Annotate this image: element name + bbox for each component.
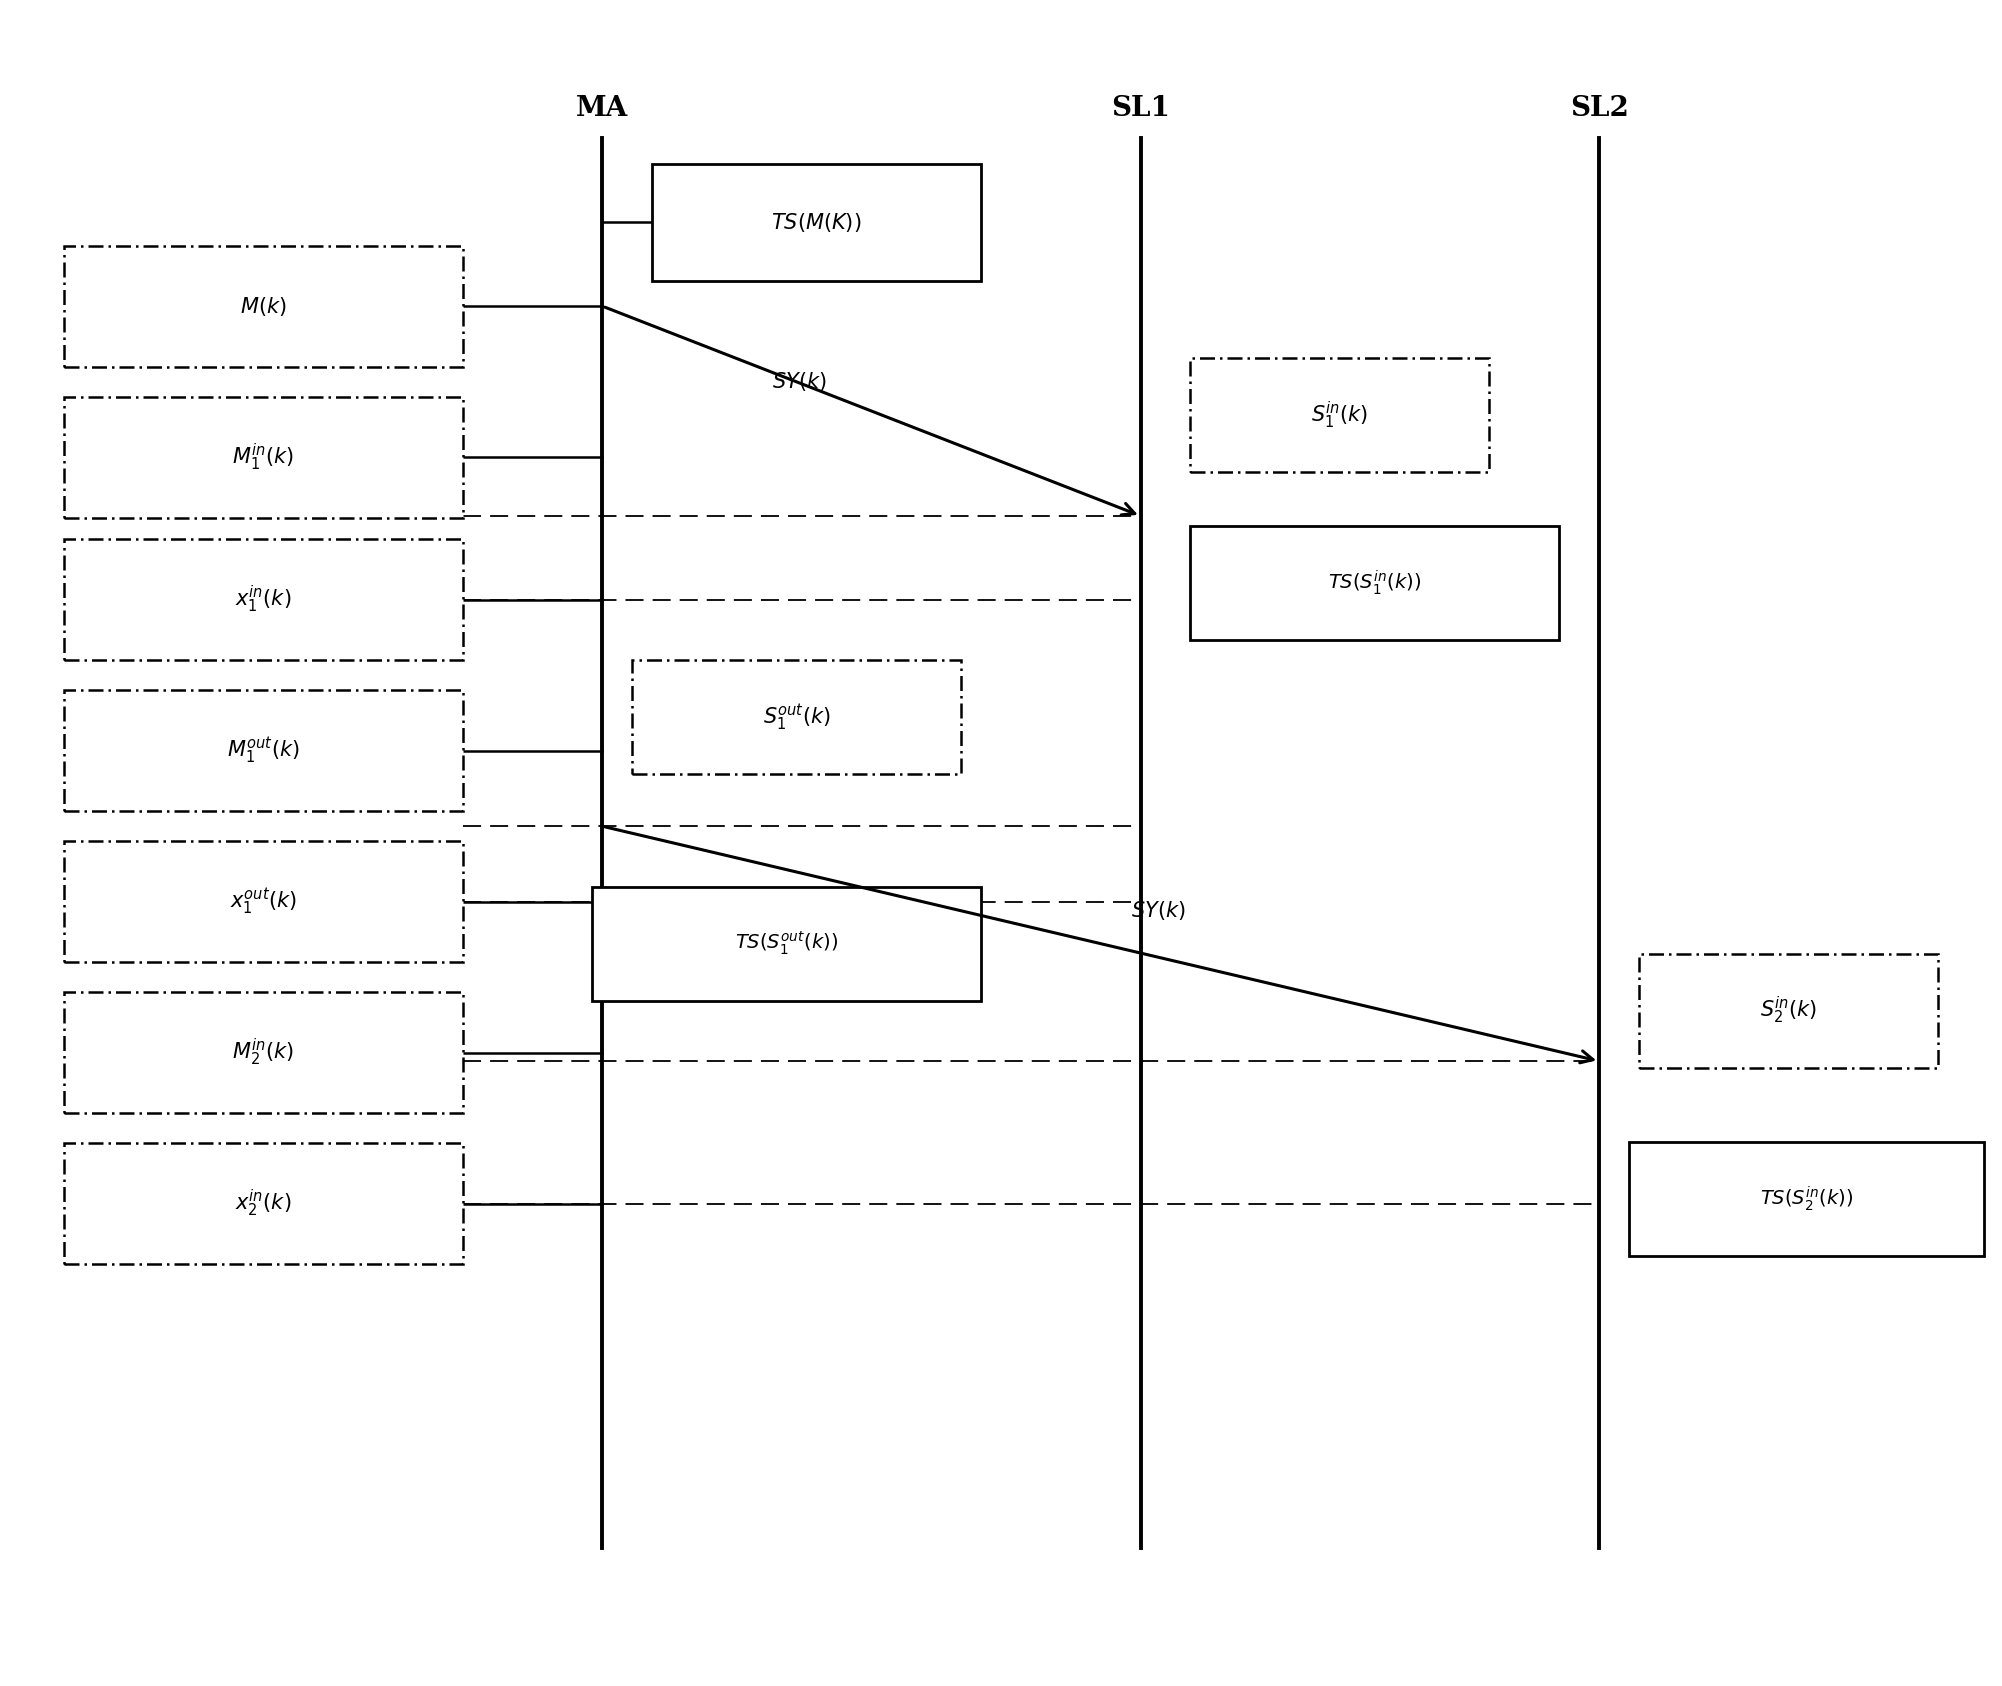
Text: $SY(k)$: $SY(k)$ [1131, 899, 1185, 922]
Bar [64, 1143, 462, 1264]
Text: $M_2^{in}(k)$: $M_2^{in}(k)$ [232, 1037, 294, 1069]
Text: SL2: SL2 [1570, 94, 1628, 121]
Bar [64, 540, 462, 661]
Text: $S_2^{in}(k)$: $S_2^{in}(k)$ [1760, 995, 1818, 1027]
Bar [633, 661, 961, 774]
Text: $TS(S_2^{in}(k))$: $TS(S_2^{in}(k))$ [1760, 1184, 1854, 1212]
Bar [593, 887, 981, 1001]
Text: $TS(S_1^{in}(k))$: $TS(S_1^{in}(k))$ [1327, 568, 1421, 597]
Text: $S_1^{in}(k)$: $S_1^{in}(k)$ [1311, 400, 1369, 432]
Text: $SY(k)$: $SY(k)$ [771, 371, 827, 393]
Text: $M(k)$: $M(k)$ [240, 295, 286, 317]
Text: MA: MA [577, 94, 629, 121]
Bar [64, 841, 462, 963]
Text: $TS(M(K))$: $TS(M(K))$ [771, 211, 861, 234]
Text: $x_1^{in}(k)$: $x_1^{in}(k)$ [234, 583, 292, 615]
Bar [1191, 526, 1560, 641]
Bar [1640, 954, 1938, 1067]
Text: $S_1^{out}(k)$: $S_1^{out}(k)$ [763, 701, 831, 733]
Bar [64, 396, 462, 518]
Bar [64, 246, 462, 366]
Bar [64, 993, 462, 1113]
Text: $x_1^{out}(k)$: $x_1^{out}(k)$ [230, 887, 296, 917]
Bar [64, 690, 462, 811]
Text: $x_2^{in}(k)$: $x_2^{in}(k)$ [234, 1189, 292, 1219]
Text: $TS(S_1^{out}(k))$: $TS(S_1^{out}(k))$ [735, 931, 839, 958]
Bar [1630, 1141, 1984, 1256]
Bar [1191, 357, 1489, 472]
Text: SL1: SL1 [1111, 94, 1169, 121]
Bar [653, 164, 981, 282]
Text: $M_1^{out}(k)$: $M_1^{out}(k)$ [226, 735, 300, 765]
Text: $M_1^{in}(k)$: $M_1^{in}(k)$ [232, 442, 294, 472]
